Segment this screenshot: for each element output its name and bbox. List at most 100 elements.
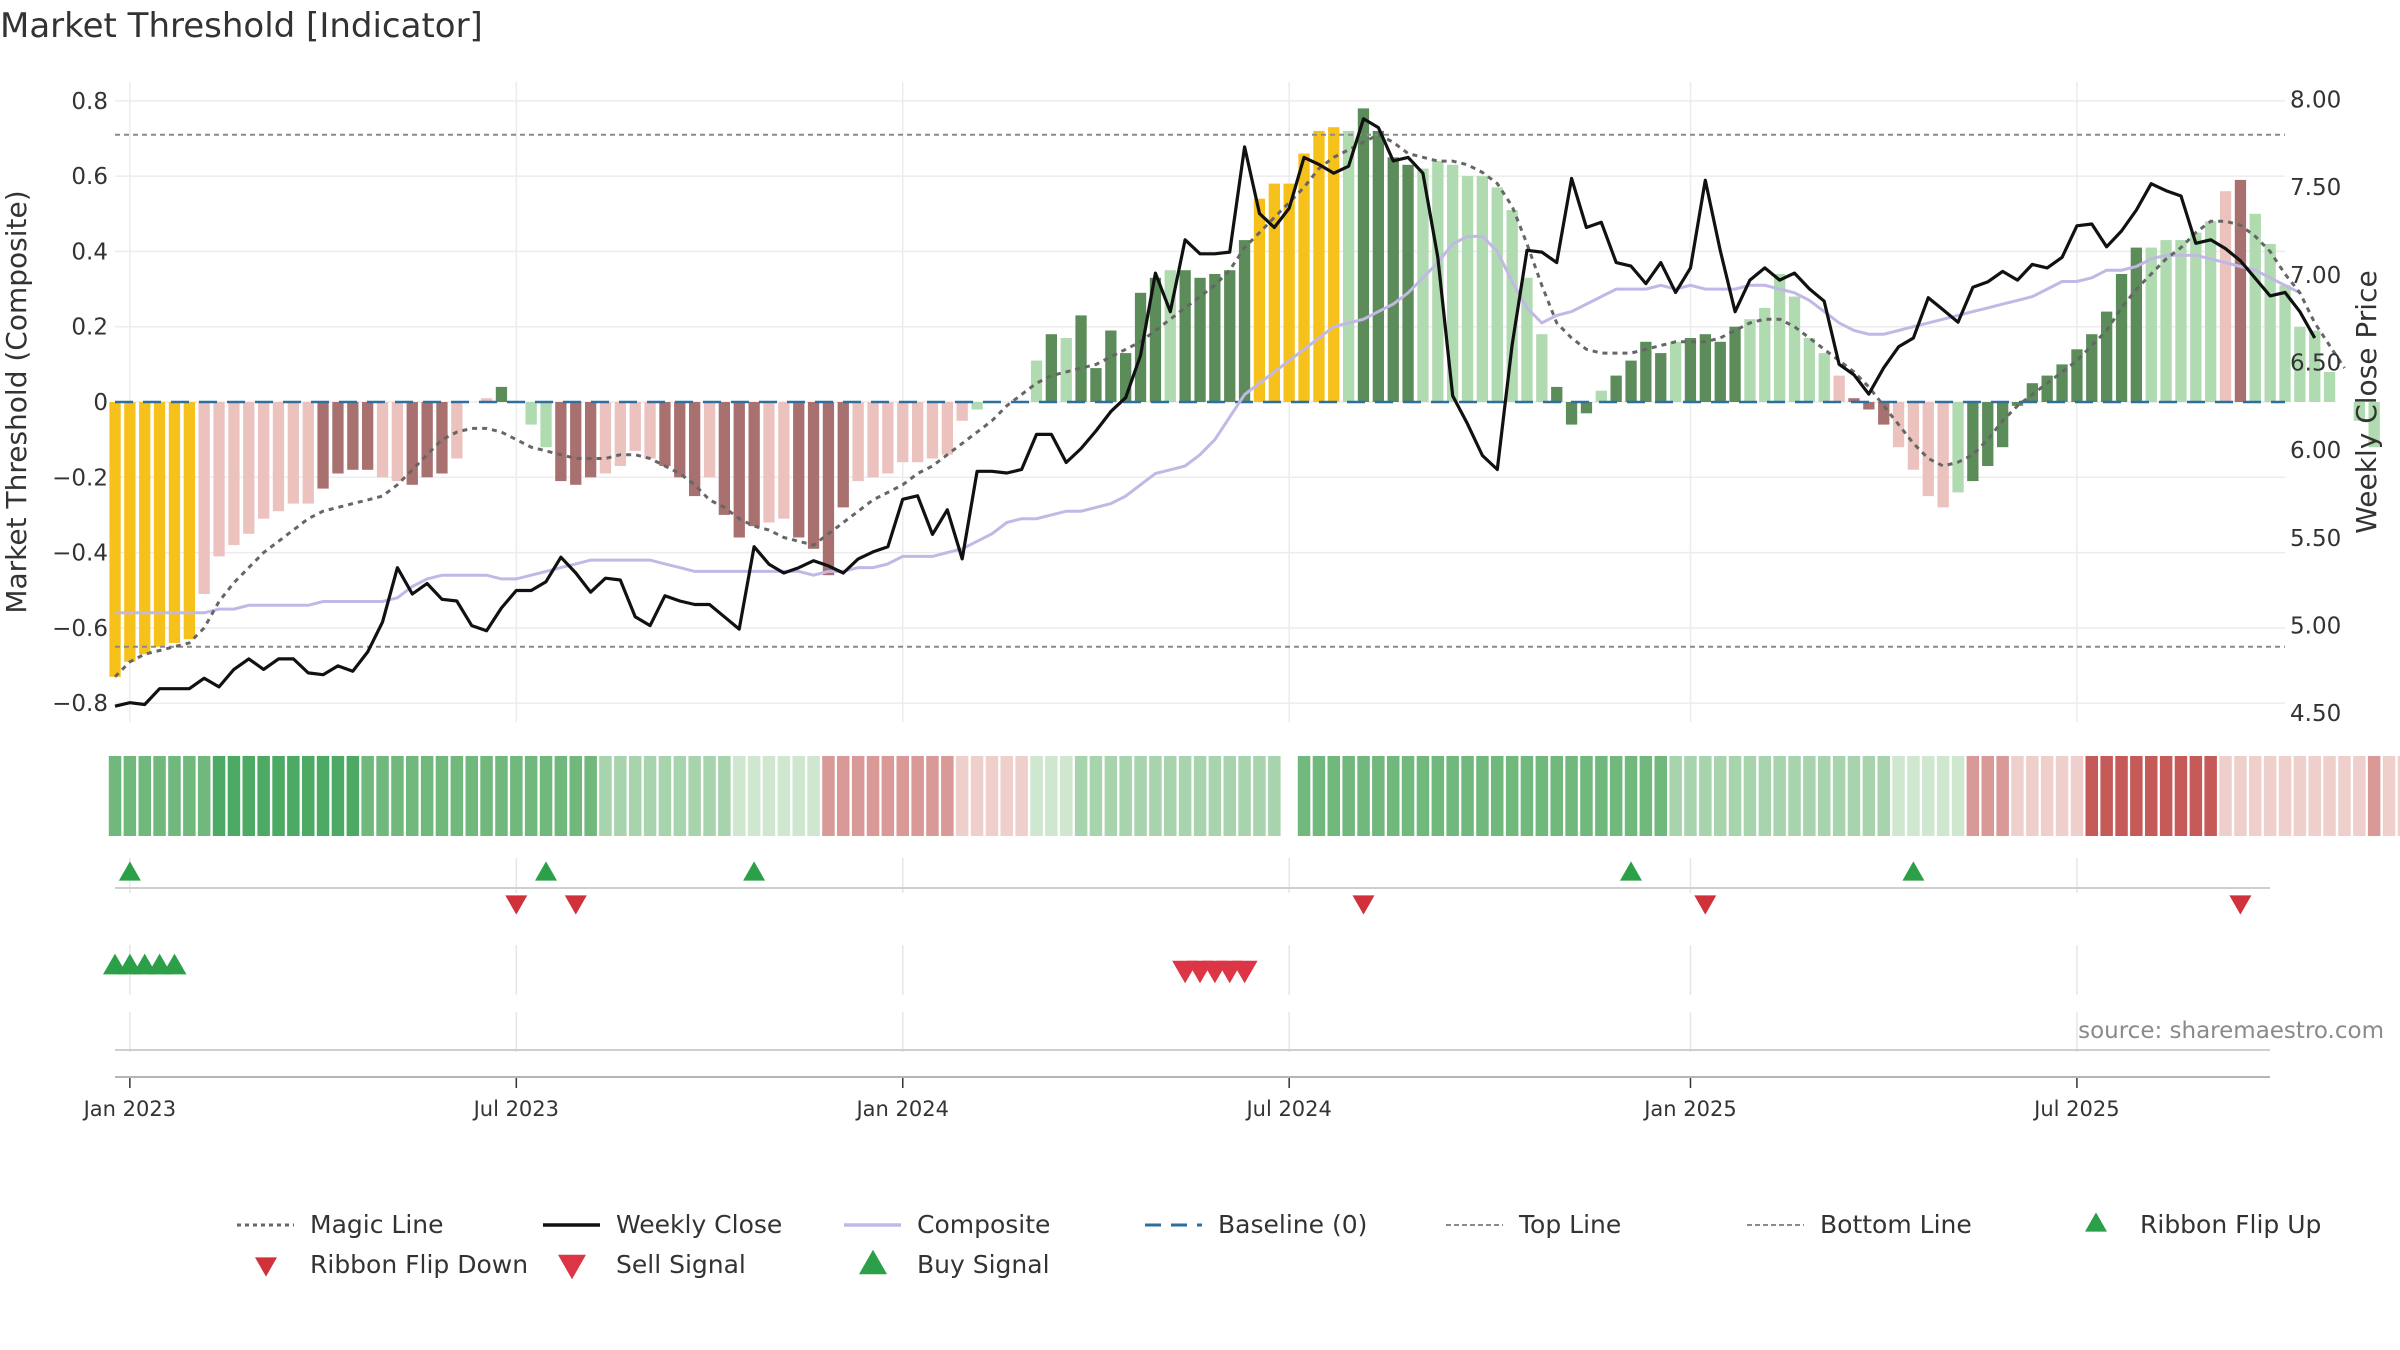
ribbon-cell (1253, 756, 1266, 836)
ribbon-cell (2263, 756, 2277, 836)
ribbon-cell (1966, 756, 1980, 836)
ribbon-cell (376, 756, 389, 836)
ribbon-cell (1624, 756, 1638, 836)
lines-layer (113, 117, 2346, 708)
composite-bar (302, 402, 314, 504)
ribbon-cell (911, 756, 924, 836)
ribbon-cell (1015, 756, 1028, 836)
y2-tick-label: 6.00 (2290, 438, 2341, 464)
ribbon-cell (673, 756, 687, 836)
signals-layer (103, 861, 2270, 1078)
ribbon-cell (2338, 756, 2351, 836)
ribbon-cell (599, 756, 612, 836)
ribbon-flip-down-marker (1352, 895, 1375, 915)
ribbon-cell (153, 756, 166, 836)
composite-bar (1729, 326, 1741, 402)
ribbon-cell (2382, 756, 2396, 836)
ribbon-cell (970, 756, 984, 836)
composite-bar (778, 402, 790, 519)
ribbon-cell (406, 756, 419, 836)
composite-bar (1268, 183, 1280, 402)
composite-bar (258, 402, 270, 519)
composite-bar (1551, 386, 1563, 402)
composite-bar (926, 402, 939, 459)
ribbon-cell (1951, 756, 1965, 836)
legend-label: Composite (917, 1210, 1050, 1239)
y2-tick-label: 6.50 (2290, 351, 2341, 377)
composite-bar (1417, 168, 1429, 402)
ribbon-cell (2085, 756, 2098, 836)
composite-bar (1328, 127, 1340, 402)
composite-bar (2264, 243, 2276, 402)
composite-bar (1833, 375, 1845, 402)
y-tick-label: −0.8 (52, 691, 108, 717)
composite-bar (912, 402, 924, 463)
ribbon-cell (1684, 756, 1697, 836)
ribbon-cell (703, 756, 716, 836)
composite-bar (659, 402, 671, 466)
composite-bar (1491, 187, 1503, 402)
composite-bar (733, 402, 745, 538)
ribbon-cell (2115, 756, 2128, 836)
y2-tick-label: 5.00 (2290, 614, 2341, 640)
y2-tick-label: 8.00 (2290, 88, 2341, 114)
ribbon-cell (2308, 756, 2321, 836)
ribbon-cell (138, 756, 151, 836)
composite-bar (614, 402, 626, 466)
ribbon-cell (2130, 756, 2143, 836)
ribbon-cell (733, 756, 746, 836)
ribbon-cell (866, 756, 880, 836)
ribbon-cell (302, 756, 315, 836)
ribbon-cell (1089, 756, 1103, 836)
composite-bar (1684, 338, 1697, 402)
ribbon-cell (2011, 756, 2024, 836)
composite-bar (2294, 326, 2306, 402)
ribbon-cell (985, 756, 999, 836)
composite-bar (1209, 274, 1221, 402)
x-tick-label: Jul 2023 (472, 1097, 559, 1121)
ribbon-cell (2323, 756, 2336, 836)
composite-bar (2353, 402, 2365, 421)
composite-bar (822, 402, 835, 576)
ribbon-cell (1520, 756, 1534, 836)
ribbon-cell (896, 756, 909, 836)
composite-bar (1536, 334, 1548, 402)
composite-bar (882, 402, 894, 474)
ribbon-cell (2100, 756, 2113, 836)
ribbon-cell (1045, 756, 1058, 836)
composite-bar (1625, 360, 1637, 402)
composite-bar (1922, 402, 1934, 497)
legend-label: Baseline (0) (1218, 1210, 1367, 1239)
ribbon-cell (718, 756, 731, 836)
composite-bar (1863, 402, 1875, 410)
ribbon-cell (1936, 756, 1950, 836)
composite-bar (406, 402, 418, 485)
ribbon-cell (495, 756, 508, 836)
ribbon-cell (1743, 756, 1757, 836)
composite-bar (109, 402, 121, 677)
composite-bar (1774, 274, 1786, 402)
ribbon-cell (1803, 756, 1816, 836)
ribbon-cell (584, 756, 597, 836)
composite-bar (2145, 247, 2157, 402)
ribbon-cell (123, 756, 137, 836)
axes-layer: −0.8 −0.6 −0.4 −0.2 0 0.2 0.4 0.6 0.8 4.50 5.00 5.5… (0, 88, 2383, 1121)
composite-bar (1759, 307, 1771, 402)
composite-bar (2234, 179, 2247, 402)
ribbon-cell (257, 756, 270, 836)
composite-bar (139, 402, 151, 655)
x-tick-label: Jan 2023 (82, 1097, 177, 1121)
y2-tick-label: 7.00 (2290, 263, 2341, 289)
legend-swatch (2085, 1212, 2107, 1232)
y-tick-label: 0.6 (71, 164, 108, 190)
composite-bar (2205, 221, 2217, 402)
ribbon-cell (1981, 756, 1994, 836)
composite-bar (1818, 353, 1830, 402)
y-tick-label: 0.8 (71, 89, 108, 115)
composite-bar (1313, 130, 1325, 402)
ribbon-cell (391, 756, 404, 836)
ribbon-cell (435, 756, 449, 836)
ribbon-cell (1297, 756, 1311, 836)
composite-bar (1194, 277, 1206, 402)
composite-bar (941, 402, 953, 455)
